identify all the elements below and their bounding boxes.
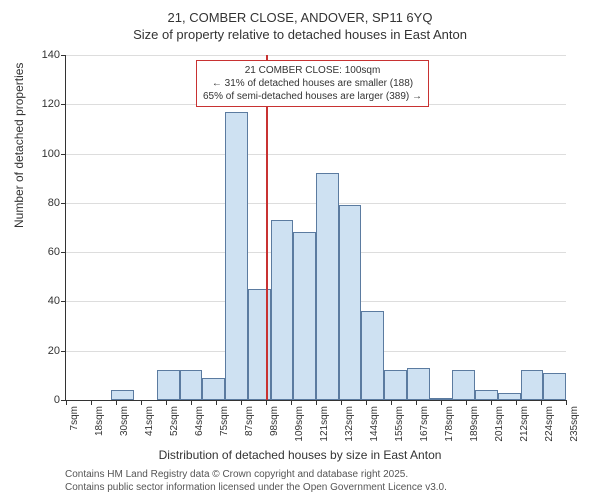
x-tick-mark	[516, 400, 517, 405]
histogram-bar	[202, 378, 225, 400]
x-tick-label: 155sqm	[394, 406, 405, 442]
gridline	[66, 55, 566, 56]
histogram-bar	[498, 393, 521, 400]
x-tick-mark	[316, 400, 317, 405]
x-tick-label: 64sqm	[194, 406, 205, 436]
annotation-line: 21 COMBER CLOSE: 100sqm	[203, 64, 422, 77]
x-tick-label: 98sqm	[269, 406, 280, 436]
x-tick-mark	[566, 400, 567, 405]
x-tick-mark	[66, 400, 67, 405]
histogram-bar	[521, 370, 544, 400]
histogram-bar	[361, 311, 384, 400]
y-tick-mark	[61, 154, 66, 155]
x-tick-label: 235sqm	[569, 406, 580, 442]
x-tick-label: 87sqm	[244, 406, 255, 436]
x-tick-label: 41sqm	[144, 406, 155, 436]
y-tick-mark	[61, 104, 66, 105]
x-tick-label: 132sqm	[344, 406, 355, 442]
x-tick-mark	[291, 400, 292, 405]
x-tick-label: 30sqm	[119, 406, 130, 436]
x-tick-label: 52sqm	[169, 406, 180, 436]
y-tick-label: 100	[42, 148, 60, 160]
y-tick-mark	[61, 351, 66, 352]
histogram-bar	[157, 370, 180, 400]
y-tick-label: 0	[54, 394, 60, 406]
x-tick-mark	[116, 400, 117, 405]
histogram-bar	[452, 370, 475, 400]
histogram-bar	[339, 205, 362, 400]
x-tick-mark	[191, 400, 192, 405]
histogram-bar	[316, 173, 339, 400]
annotation-box: 21 COMBER CLOSE: 100sqm← 31% of detached…	[196, 60, 429, 107]
histogram-bar	[111, 390, 134, 400]
annotation-line: 65% of semi-detached houses are larger (…	[203, 90, 422, 103]
x-tick-label: 167sqm	[419, 406, 430, 442]
x-tick-mark	[466, 400, 467, 405]
x-tick-label: 109sqm	[294, 406, 305, 442]
x-tick-label: 178sqm	[444, 406, 455, 442]
x-tick-mark	[541, 400, 542, 405]
y-tick-label: 60	[48, 246, 60, 258]
x-tick-label: 18sqm	[94, 406, 105, 436]
x-tick-mark	[391, 400, 392, 405]
histogram-bar	[384, 370, 407, 400]
chart-container: 21, COMBER CLOSE, ANDOVER, SP11 6YQ Size…	[0, 0, 600, 500]
x-tick-mark	[166, 400, 167, 405]
y-tick-mark	[61, 301, 66, 302]
x-tick-mark	[216, 400, 217, 405]
y-tick-label: 40	[48, 295, 60, 307]
y-tick-mark	[61, 203, 66, 204]
chart-subtitle: Size of property relative to detached ho…	[0, 27, 600, 47]
x-tick-label: 224sqm	[544, 406, 555, 442]
x-tick-mark	[416, 400, 417, 405]
x-tick-mark	[91, 400, 92, 405]
x-tick-label: 189sqm	[469, 406, 480, 442]
x-tick-mark	[266, 400, 267, 405]
chart-title: 21, COMBER CLOSE, ANDOVER, SP11 6YQ	[0, 0, 600, 27]
plot-area: 0204060801001201407sqm18sqm30sqm41sqm52s…	[65, 55, 566, 401]
gridline	[66, 154, 566, 155]
footer-line1: Contains HM Land Registry data © Crown c…	[65, 468, 447, 481]
histogram-bar	[407, 368, 430, 400]
y-tick-mark	[61, 55, 66, 56]
x-tick-mark	[441, 400, 442, 405]
y-tick-label: 80	[48, 197, 60, 209]
y-axis-label: Number of detached properties	[12, 63, 26, 228]
x-tick-mark	[341, 400, 342, 405]
y-tick-label: 140	[42, 49, 60, 61]
y-tick-label: 120	[42, 98, 60, 110]
x-tick-label: 201sqm	[494, 406, 505, 442]
x-tick-mark	[491, 400, 492, 405]
x-tick-label: 144sqm	[369, 406, 380, 442]
annotation-line: ← 31% of detached houses are smaller (18…	[203, 77, 422, 90]
x-tick-label: 75sqm	[219, 406, 230, 436]
histogram-bar	[543, 373, 566, 400]
x-tick-mark	[241, 400, 242, 405]
histogram-bar	[225, 112, 248, 400]
y-tick-label: 20	[48, 345, 60, 357]
x-tick-mark	[366, 400, 367, 405]
footer-line2: Contains public sector information licen…	[65, 481, 447, 494]
histogram-bar	[293, 232, 316, 400]
x-tick-label: 7sqm	[69, 406, 80, 430]
histogram-bar	[475, 390, 498, 400]
y-tick-mark	[61, 252, 66, 253]
x-tick-label: 212sqm	[519, 406, 530, 442]
x-axis-label: Distribution of detached houses by size …	[0, 448, 600, 462]
x-tick-label: 121sqm	[319, 406, 330, 442]
footer-text: Contains HM Land Registry data © Crown c…	[65, 468, 447, 494]
x-tick-mark	[141, 400, 142, 405]
histogram-bar	[271, 220, 294, 400]
histogram-bar	[180, 370, 203, 400]
